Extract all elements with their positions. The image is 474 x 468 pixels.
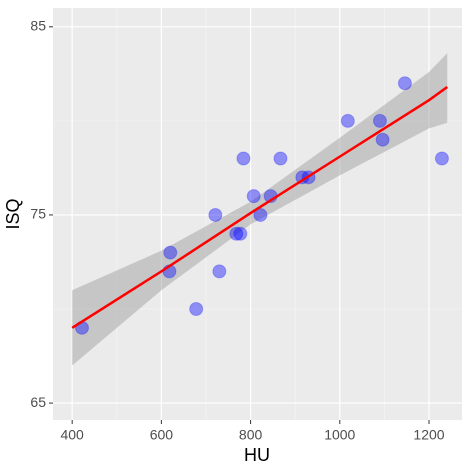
point (434, 151, 449, 166)
y-tick-label: 75 (30, 206, 46, 222)
point (375, 132, 390, 147)
point (253, 207, 268, 222)
point (189, 302, 204, 317)
confidence-band (72, 53, 448, 366)
point (233, 226, 248, 241)
x-tick-label: 400 (60, 427, 84, 443)
point (212, 264, 227, 279)
point (397, 76, 412, 91)
point (273, 151, 288, 166)
point (236, 151, 251, 166)
point (246, 189, 261, 204)
x-tick-label: 1000 (324, 427, 355, 443)
x-tick-label: 600 (150, 427, 174, 443)
y-tick-label: 65 (30, 394, 46, 410)
x-tick-label: 800 (239, 427, 263, 443)
point (163, 245, 178, 260)
panel (53, 8, 462, 420)
fit-line (71, 85, 449, 329)
y-tick-label: 85 (30, 18, 46, 34)
point (372, 113, 387, 128)
x-tick-label: 1200 (413, 427, 444, 443)
y-axis-title: ISQ (3, 198, 23, 229)
point (229, 226, 244, 241)
point (340, 113, 355, 128)
point (208, 207, 223, 222)
x-axis-title: HU (244, 445, 270, 465)
